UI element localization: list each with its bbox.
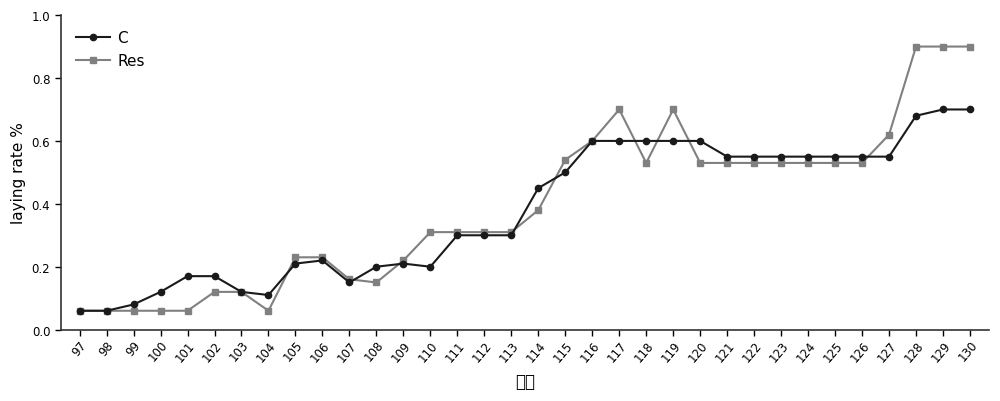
Res <box>667 108 679 113</box>
Res <box>397 258 409 263</box>
Res <box>964 45 976 50</box>
C <box>937 108 949 113</box>
C <box>128 302 140 307</box>
Legend: C, Res: C, Res <box>68 24 152 77</box>
Res <box>613 108 625 113</box>
C <box>559 170 571 175</box>
C <box>262 293 274 298</box>
Res <box>343 277 355 282</box>
C <box>397 261 409 266</box>
Res <box>478 230 490 235</box>
Res <box>775 161 787 166</box>
Res <box>721 161 733 166</box>
Res <box>128 309 140 314</box>
C <box>235 290 247 295</box>
Res <box>910 45 922 50</box>
Res <box>802 161 814 166</box>
Res <box>209 290 221 295</box>
Res <box>451 230 463 235</box>
Res <box>505 230 517 235</box>
C <box>532 186 544 191</box>
Res <box>182 309 194 314</box>
Res <box>883 133 895 138</box>
C <box>478 233 490 238</box>
C <box>856 155 868 160</box>
Res <box>829 161 841 166</box>
C <box>424 265 436 269</box>
C <box>829 155 841 160</box>
C <box>883 155 895 160</box>
C <box>694 139 706 144</box>
C <box>613 139 625 144</box>
Res <box>316 255 328 260</box>
C <box>182 274 194 279</box>
C <box>370 265 382 269</box>
C <box>586 139 598 144</box>
C <box>343 280 355 285</box>
Res <box>424 230 436 235</box>
C <box>640 139 652 144</box>
C <box>289 261 301 266</box>
Res <box>694 161 706 166</box>
Line: C: C <box>76 107 973 314</box>
Res <box>289 255 301 260</box>
Res <box>559 158 571 163</box>
Res <box>155 309 167 314</box>
C <box>721 155 733 160</box>
C <box>451 233 463 238</box>
Line: Res: Res <box>76 45 973 314</box>
Res <box>370 280 382 285</box>
Res <box>74 309 86 314</box>
C <box>748 155 760 160</box>
C <box>775 155 787 160</box>
C <box>667 139 679 144</box>
C <box>802 155 814 160</box>
C <box>209 274 221 279</box>
C <box>505 233 517 238</box>
Y-axis label: laying rate %: laying rate % <box>11 122 26 224</box>
Res <box>937 45 949 50</box>
Res <box>748 161 760 166</box>
Res <box>586 139 598 144</box>
Res <box>640 161 652 166</box>
Res <box>235 290 247 295</box>
C <box>910 114 922 119</box>
Res <box>262 309 274 314</box>
Res <box>856 161 868 166</box>
Res <box>101 309 113 314</box>
C <box>964 108 976 113</box>
C <box>101 309 113 314</box>
Res <box>532 208 544 213</box>
C <box>155 290 167 295</box>
C <box>74 309 86 314</box>
C <box>316 258 328 263</box>
X-axis label: 日龄: 日龄 <box>515 372 535 390</box>
